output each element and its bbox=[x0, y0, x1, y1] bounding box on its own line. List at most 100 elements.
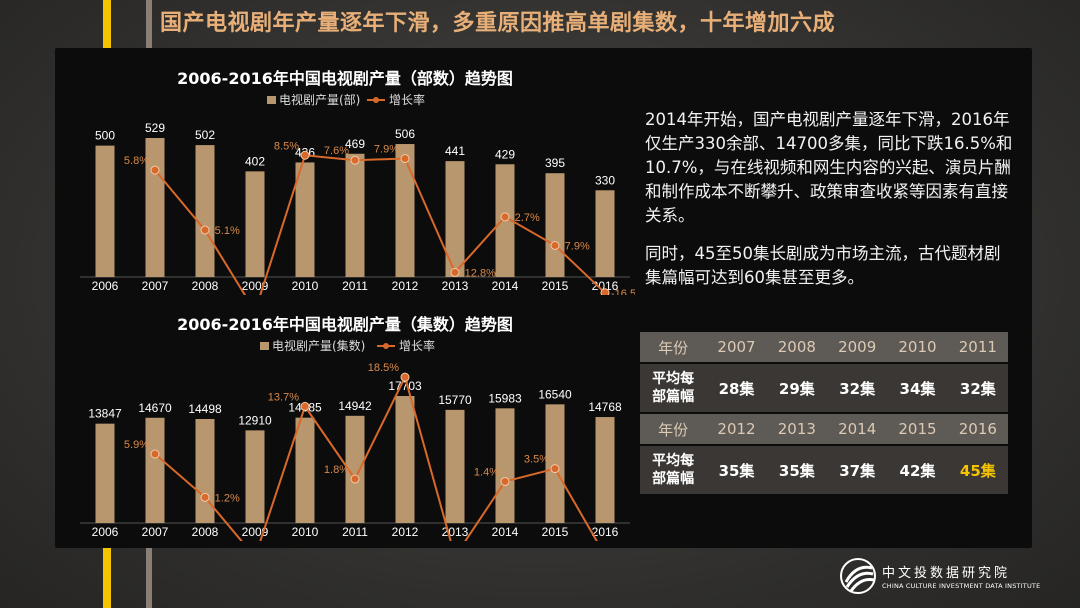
bar-value-label: 429 bbox=[495, 147, 515, 161]
year-cell: 2009 bbox=[827, 332, 888, 364]
x-tick-label: 2011 bbox=[342, 279, 368, 293]
bar bbox=[545, 173, 565, 277]
x-tick-label: 2006 bbox=[92, 279, 119, 293]
growth-point bbox=[600, 288, 610, 295]
legend-bar-swatch bbox=[260, 342, 269, 350]
growth-point bbox=[200, 492, 210, 502]
bar-value-label: 506 bbox=[395, 127, 415, 141]
episode-cell: 32集 bbox=[947, 363, 1008, 414]
description-para-1: 2014年开始，国产电视剧产量逐年下滑，2016年仅生产330余部、14700多… bbox=[645, 110, 1013, 225]
chart-title: 2006-2016年中国电视剧产量（部数）趋势图 bbox=[177, 69, 513, 88]
logo-mark-icon bbox=[840, 558, 876, 594]
growth-point bbox=[500, 476, 510, 486]
x-tick-label: 2010 bbox=[292, 525, 319, 539]
x-tick-label: 2013 bbox=[442, 525, 469, 539]
growth-line bbox=[154, 154, 606, 295]
growth-rate-label: 7.9% bbox=[374, 144, 399, 156]
bar-value-label: 441 bbox=[445, 144, 465, 158]
growth-rate-label: 5.9% bbox=[124, 439, 149, 451]
bar-value-label: 330 bbox=[595, 173, 615, 187]
bar-value-label: 500 bbox=[95, 129, 115, 143]
chart-parts: 2006-2016年中国电视剧产量（部数）趋势图 电视剧产量(部) 增长率 500 20… bbox=[55, 60, 635, 295]
bar bbox=[345, 153, 365, 277]
legend-label-rate: 增长率 bbox=[399, 338, 435, 353]
bar-value-label: 395 bbox=[545, 156, 565, 170]
growth-rate-label: -7.9% bbox=[561, 240, 590, 252]
growth-point bbox=[450, 267, 460, 277]
growth-point bbox=[400, 372, 410, 382]
bar-value-label: 502 bbox=[195, 128, 215, 142]
bar bbox=[245, 171, 265, 277]
episode-length-table: 年份 2007 2008 2009 2010 2011 平均每 部篇幅 28集 2… bbox=[640, 332, 1008, 496]
year-header: 年份 bbox=[640, 413, 707, 446]
bar bbox=[245, 430, 265, 523]
bar bbox=[345, 415, 365, 523]
description: 2014年开始，国产电视剧产量逐年下滑，2016年仅生产330余部、14700多… bbox=[645, 108, 1015, 304]
growth-rate-label: 3.5% bbox=[524, 454, 549, 466]
bar bbox=[145, 138, 165, 277]
year-cell: 2010 bbox=[887, 332, 948, 364]
growth-point bbox=[400, 154, 410, 164]
page-title: 国产电视剧年产量逐年下滑，多重原因推高单剧集数，十年增加六成 bbox=[160, 11, 836, 36]
year-cell: 2014 bbox=[827, 413, 888, 446]
x-tick-label: 2015 bbox=[542, 525, 569, 539]
bar-value-label: 14498 bbox=[188, 402, 222, 416]
growth-point bbox=[300, 401, 310, 411]
year-cell: 2008 bbox=[766, 332, 827, 364]
table-row-episodes-1: 平均每 部篇幅 28集 29集 32集 34集 32集 bbox=[640, 363, 1008, 414]
table-row-years-1: 年份 2007 2008 2009 2010 2011 bbox=[640, 332, 1008, 364]
episode-cell: 28集 bbox=[706, 363, 767, 414]
bar bbox=[95, 423, 115, 523]
bar-value-label: 529 bbox=[145, 121, 165, 135]
bar bbox=[445, 409, 465, 523]
bar-value-label: 12910 bbox=[238, 413, 272, 427]
year-cell: 2011 bbox=[947, 332, 1008, 364]
growth-rate-label: 5.8% bbox=[124, 155, 149, 167]
x-tick-label: 2015 bbox=[542, 279, 569, 293]
episode-cell: 35集 bbox=[706, 445, 767, 496]
x-tick-label: 2010 bbox=[292, 279, 319, 293]
bar-value-label: 13847 bbox=[88, 407, 122, 421]
content-panel: 2006-2016年中国电视剧产量（部数）趋势图电视剧产量(部) 增长率 500 20… bbox=[55, 48, 1032, 548]
year-cell: 2012 bbox=[706, 413, 767, 446]
bar-value-label: 14670 bbox=[138, 401, 172, 415]
gray-bar-top bbox=[146, 0, 152, 48]
x-tick-label: 2012 bbox=[392, 525, 419, 539]
x-tick-label: 2016 bbox=[592, 525, 619, 539]
x-tick-label: 2013 bbox=[442, 279, 469, 293]
growth-point bbox=[150, 449, 160, 459]
legend-line-marker bbox=[383, 343, 389, 349]
accent-bar-top bbox=[103, 0, 111, 48]
table-row-years-2: 年份 2012 2013 2014 2015 2016 bbox=[640, 413, 1008, 446]
legend-bar-swatch bbox=[267, 96, 276, 104]
x-tick-label: 2007 bbox=[142, 279, 169, 293]
x-tick-label: 2014 bbox=[492, 279, 519, 293]
growth-rate-label: 8.5% bbox=[274, 140, 299, 152]
year-cell: 2015 bbox=[887, 413, 948, 446]
x-tick-label: 2006 bbox=[92, 525, 119, 539]
growth-rate-label: -12.8% bbox=[461, 267, 496, 279]
legend-label-bars: 电视剧产量(部) bbox=[279, 92, 360, 107]
growth-point bbox=[200, 225, 210, 235]
growth-point bbox=[150, 165, 160, 175]
chart-episodes: 2006-2016年中国电视剧产量（集数）趋势图 电视剧产量(集数) 增长率 1384… bbox=[55, 306, 635, 541]
growth-rate-label: -16.5% bbox=[611, 288, 635, 295]
bar bbox=[395, 396, 415, 523]
bar-value-label: 17703 bbox=[388, 379, 422, 393]
x-tick-label: 2008 bbox=[192, 525, 219, 539]
bar bbox=[195, 145, 215, 277]
bar-value-label: 15770 bbox=[438, 393, 472, 407]
bar bbox=[95, 145, 115, 277]
bar bbox=[595, 417, 615, 523]
growth-point bbox=[350, 155, 360, 165]
episode-cell-highlight: 45集 bbox=[947, 445, 1008, 496]
logo-name-en: CHINA CULTURE INVESTMENT DATA INSTITUTE bbox=[882, 582, 1041, 590]
x-tick-label: 2007 bbox=[142, 525, 169, 539]
bar-value-label: 14942 bbox=[338, 399, 372, 413]
growth-line bbox=[154, 374, 598, 541]
growth-point bbox=[550, 240, 560, 250]
bar bbox=[495, 408, 515, 523]
episode-cell: 32集 bbox=[827, 363, 888, 414]
growth-rate-label: 1.8% bbox=[324, 464, 349, 476]
